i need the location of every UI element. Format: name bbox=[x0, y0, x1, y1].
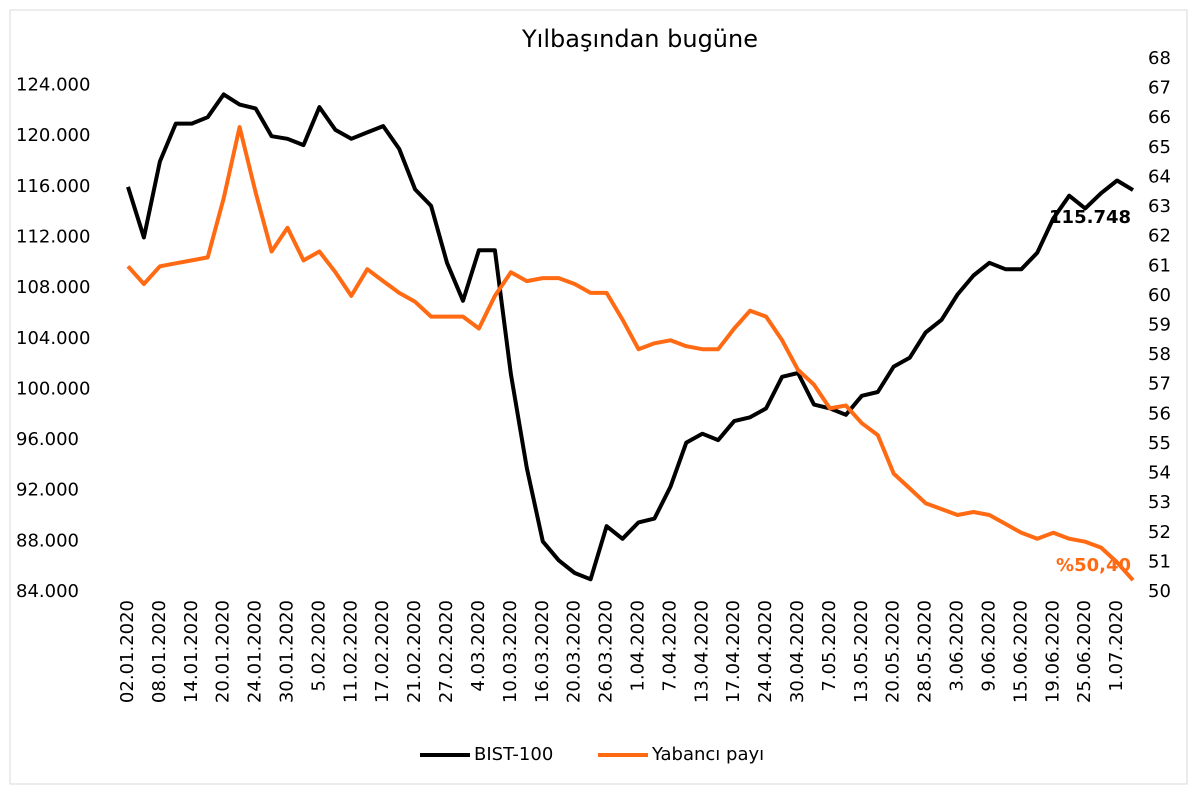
y2-tick-label: 61 bbox=[1148, 255, 1171, 276]
x-tick-label: 21.02.2020 bbox=[404, 600, 425, 703]
y2-tick-label: 60 bbox=[1148, 285, 1171, 306]
y2-tick-label: 65 bbox=[1148, 137, 1171, 158]
y2-tick-label: 59 bbox=[1148, 315, 1171, 336]
x-tick-label: 24.01.2020 bbox=[245, 600, 266, 703]
legend-label: BIST-100 bbox=[474, 744, 553, 765]
x-tick-label: 7.04.2020 bbox=[659, 600, 680, 692]
x-tick-label: 10.03.2020 bbox=[500, 600, 521, 703]
y2-tick-label: 51 bbox=[1148, 551, 1171, 572]
y2-tick-label: 58 bbox=[1148, 344, 1171, 365]
y-tick-label: 124.000 bbox=[16, 75, 90, 96]
x-tick-label: 02.01.2020 bbox=[117, 600, 138, 703]
y-tick-label: 120.000 bbox=[16, 125, 90, 146]
legend: BIST-100 Yabancı payı bbox=[420, 744, 764, 765]
x-tick-label: 11.02.2020 bbox=[340, 600, 361, 703]
x-tick-label: 20.05.2020 bbox=[883, 600, 904, 703]
y2-tick-label: 56 bbox=[1148, 403, 1171, 424]
x-tick-label: 7.05.2020 bbox=[819, 600, 840, 692]
y2-tick-label: 53 bbox=[1148, 492, 1171, 513]
x-tick-label: 4.03.2020 bbox=[468, 600, 489, 692]
y2-tick-label: 55 bbox=[1148, 433, 1171, 454]
x-tick-label: 3.06.2020 bbox=[947, 600, 968, 692]
y2-tick-label: 52 bbox=[1148, 522, 1171, 543]
chart-title: Yılbaşından bugüne bbox=[521, 25, 758, 53]
x-tick-label: 20.01.2020 bbox=[213, 600, 234, 703]
y-tick-label: 84.000 bbox=[16, 581, 79, 602]
y2-tick-label: 66 bbox=[1148, 107, 1171, 128]
y2-tick-label: 64 bbox=[1148, 166, 1171, 187]
y2-tick-label: 50 bbox=[1148, 581, 1171, 602]
x-tick-label: 16.03.2020 bbox=[532, 600, 553, 703]
y-tick-label: 100.000 bbox=[16, 378, 90, 399]
y-tick-label: 108.000 bbox=[16, 277, 90, 298]
y2-tick-label: 68 bbox=[1148, 48, 1171, 69]
y-tick-label: 96.000 bbox=[16, 429, 79, 450]
x-tick-label: 15.06.2020 bbox=[1010, 600, 1031, 703]
x-tick-label: 30.04.2020 bbox=[787, 600, 808, 703]
x-tick-label: 28.05.2020 bbox=[915, 600, 936, 703]
y2-tick-label: 67 bbox=[1148, 78, 1171, 99]
x-tick-label: 08.01.2020 bbox=[149, 600, 170, 703]
x-tick-label: 5.02.2020 bbox=[308, 600, 329, 692]
y2-tick-label: 54 bbox=[1148, 463, 1171, 484]
chart-frame bbox=[9, 9, 1188, 785]
x-tick-label: 17.02.2020 bbox=[372, 600, 393, 703]
x-tick-label: 26.03.2020 bbox=[596, 600, 617, 703]
x-tick-label: 19.06.2020 bbox=[1042, 600, 1063, 703]
y-tick-label: 112.000 bbox=[16, 227, 90, 248]
y-tick-label: 104.000 bbox=[16, 328, 90, 349]
x-tick-label: 9.06.2020 bbox=[978, 600, 999, 692]
x-tick-label: 20.03.2020 bbox=[564, 600, 585, 703]
legend-label: Yabancı payı bbox=[651, 744, 764, 765]
x-tick-label: 24.04.2020 bbox=[755, 600, 776, 703]
y-tick-label: 92.000 bbox=[16, 480, 79, 501]
x-tick-label: 30.01.2020 bbox=[277, 600, 298, 703]
series-line bbox=[126, 125, 1135, 582]
y2-tick-label: 62 bbox=[1148, 226, 1171, 247]
x-tick-label: 14.01.2020 bbox=[181, 600, 202, 703]
y2-tick-label: 63 bbox=[1148, 196, 1171, 217]
x-tick-label: 27.02.2020 bbox=[436, 600, 457, 703]
series-line bbox=[126, 92, 1135, 582]
x-tick-label: 1.04.2020 bbox=[627, 600, 648, 692]
y2-tick-label: 57 bbox=[1148, 374, 1171, 395]
y-tick-label: 88.000 bbox=[16, 530, 79, 551]
data-label: 115.748 bbox=[1049, 207, 1131, 228]
x-tick-label: 1.07.2020 bbox=[1106, 600, 1127, 692]
x-tick-label: 13.05.2020 bbox=[851, 600, 872, 703]
x-tick-label: 17.04.2020 bbox=[723, 600, 744, 703]
x-tick-label: 25.06.2020 bbox=[1074, 600, 1095, 703]
y-tick-label: 116.000 bbox=[16, 176, 90, 197]
data-label: %50,40 bbox=[1056, 555, 1131, 576]
x-tick-label: 13.04.2020 bbox=[691, 600, 712, 703]
